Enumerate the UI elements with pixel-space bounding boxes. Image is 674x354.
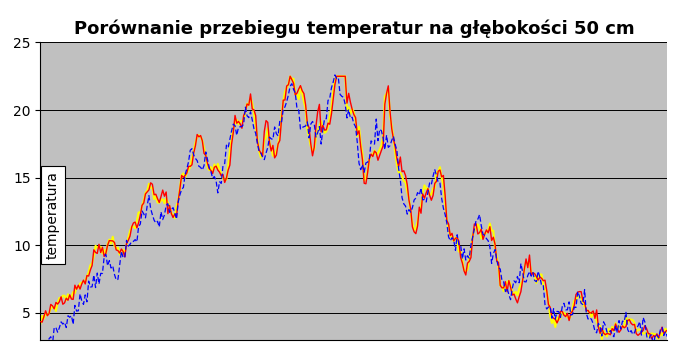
Title: Porównanie przebiegu temperatur na głębokości 50 cm: Porównanie przebiegu temperatur na głębo…	[73, 19, 634, 38]
Text: temperatura: temperatura	[46, 171, 60, 259]
